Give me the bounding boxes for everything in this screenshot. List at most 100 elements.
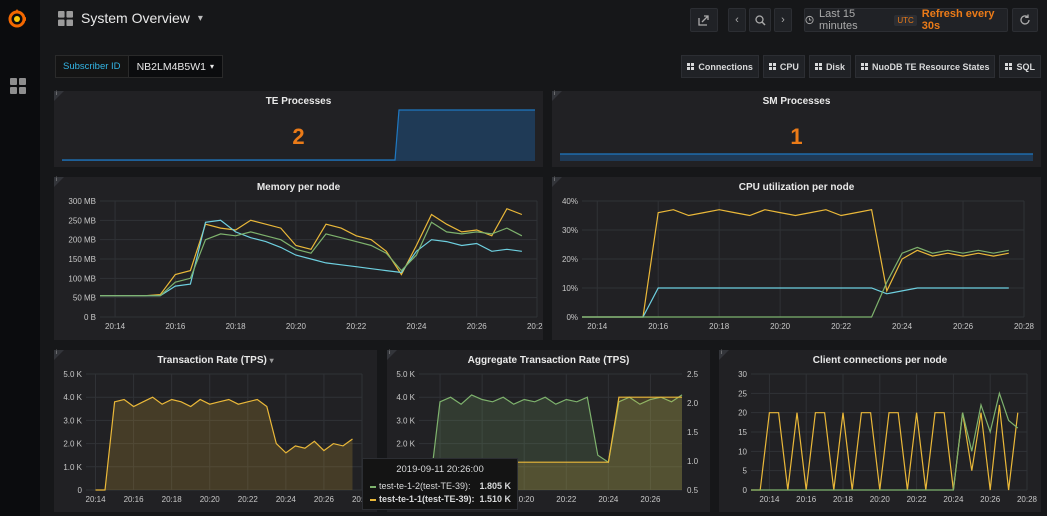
tooltip-row: test-te-1-1(test-TE-39): 1.510 K (370, 494, 511, 504)
clock-icon (805, 15, 814, 25)
series-line[interactable] (582, 287, 1009, 318)
y-tick-label: 15 (738, 428, 747, 437)
chevron-right-icon: › (781, 14, 785, 26)
sidebar (0, 0, 40, 516)
x-tick-label: 20:22 (238, 495, 259, 504)
dashboard-grid-icon[interactable] (10, 78, 26, 94)
time-forward-button[interactable]: › (774, 8, 792, 32)
info-corner-icon[interactable] (719, 350, 729, 360)
series-line[interactable] (100, 221, 523, 297)
x-tick-label: 20:26 (467, 322, 488, 331)
grafana-logo-icon[interactable] (6, 8, 28, 30)
x-tick-label: 20:16 (796, 495, 817, 504)
x-tick-label: 20:26 (980, 495, 1001, 504)
y-tick-label: 25 (738, 389, 747, 398)
zoom-out-icon (754, 14, 766, 26)
panel-title[interactable]: CPU utilization per node (738, 182, 855, 193)
share-button[interactable] (690, 8, 718, 32)
info-corner-icon[interactable] (54, 91, 64, 101)
template-variable: Subscriber ID NB2LM4B5W1 ▾ (55, 55, 224, 78)
x-tick-label: 20:14 (105, 322, 126, 331)
dashboard-grid-icon (1005, 63, 1013, 70)
dashboard-grid-icon (768, 63, 776, 70)
y-tick-label: 150 MB (68, 255, 96, 264)
x-tick-label: 20:26 (953, 322, 974, 331)
y-tick-label: 0 (743, 486, 748, 495)
variable-label: Subscriber ID (55, 55, 129, 78)
chevron-left-icon: ‹ (735, 14, 739, 26)
caret-down-icon: ▾ (269, 356, 274, 365)
link-cpu[interactable]: CPU (762, 55, 805, 78)
link-label: Connections (698, 61, 753, 72)
series-line[interactable] (419, 394, 683, 491)
y-tick-label: 200 MB (68, 236, 96, 245)
panel-title[interactable]: Transaction Rate (TPS) ▾ (54, 355, 377, 366)
panel-title[interactable]: TE Processes (265, 96, 332, 107)
tooltip-series-value: 1.510 K (479, 494, 511, 504)
y-tick-label: 5 (743, 467, 748, 476)
y2-tick-label: 0.5 (687, 486, 699, 495)
link-te-resource-states[interactable]: NuoDB TE Resource States (854, 55, 996, 78)
variable-value: NB2LM4B5W1 (136, 60, 207, 73)
panel-title[interactable]: Memory per node (256, 182, 341, 193)
graph-tooltip: 2019-09-11 20:26:00 test-te-1-2(test-TE-… (362, 458, 518, 510)
panel-title[interactable]: Aggregate Transaction Rate (TPS) (467, 355, 630, 366)
x-tick-label: 20:18 (226, 322, 247, 331)
panel-memory: Memory per node 0 B 50 MB 100 MB 150 MB 200 … (54, 177, 543, 340)
dashboard-grid-icon (58, 10, 73, 26)
y-tick-label: 0% (566, 313, 578, 322)
dashboard-title-picker[interactable]: System Overview ▾ (58, 10, 203, 26)
panel-title[interactable]: SM Processes (762, 96, 831, 107)
series-area-fill (95, 397, 353, 490)
y2-tick-label: 1.0 (687, 457, 699, 466)
series-line[interactable] (582, 208, 1009, 318)
time-picker[interactable]: Last 15 minutes UTC Refresh every 30s (804, 8, 1008, 32)
x-tick-label: 20:18 (162, 495, 183, 504)
y-tick-label: 250 MB (68, 216, 96, 225)
info-corner-icon[interactable] (552, 177, 562, 187)
series-line[interactable] (100, 207, 523, 297)
y2-tick-label: 1.5 (687, 428, 699, 437)
info-corner-icon[interactable] (54, 350, 64, 360)
link-connections[interactable]: Connections (681, 55, 759, 78)
info-corner-icon[interactable] (387, 350, 397, 360)
x-tick-label: 20:18 (833, 495, 854, 504)
series-line[interactable] (582, 246, 1009, 318)
x-tick-label: 20:24 (943, 495, 964, 504)
series-line[interactable] (751, 391, 1019, 491)
x-tick-label: 20:14 (587, 322, 608, 331)
y-tick-label: 10 (738, 447, 747, 456)
series-line[interactable] (751, 404, 1019, 491)
subscriber-id-select[interactable]: NB2LM4B5W1 ▾ (128, 55, 224, 78)
zoom-out-button[interactable] (749, 8, 771, 32)
x-tick-label: 20:22 (907, 495, 928, 504)
x-tick-label: 20:28 (1017, 495, 1038, 504)
refresh-button[interactable] (1012, 8, 1038, 32)
link-disk[interactable]: Disk (808, 55, 851, 78)
info-corner-icon[interactable] (54, 177, 64, 187)
y-tick-label: 20 (738, 409, 747, 418)
x-tick-label: 20:20 (200, 495, 221, 504)
x-tick-label: 20:22 (831, 322, 852, 331)
panel-title[interactable]: Client connections per node (812, 355, 948, 366)
series-line[interactable] (100, 219, 522, 297)
series-line[interactable] (95, 396, 353, 491)
x-tick-label: 20:20 (286, 322, 307, 331)
info-corner-icon[interactable] (552, 91, 562, 101)
y-tick-label: 5.0 K (63, 370, 82, 379)
series-swatch (370, 498, 376, 501)
link-sql[interactable]: SQL (999, 55, 1041, 78)
y-tick-label: 0 B (84, 313, 96, 322)
time-back-button[interactable]: ‹ (728, 8, 746, 32)
y-tick-label: 20% (562, 255, 578, 264)
x-tick-label: 20:24 (276, 495, 297, 504)
x-tick-label: 20:14 (759, 495, 780, 504)
dashboard-grid-icon (687, 63, 695, 70)
tps-chart: 0 1.0 K 2.0 K 3.0 K 4.0 K 5.0 K 20:14 20:16 20:1… (63, 370, 372, 504)
te-processes-value: 2 (292, 124, 305, 149)
memory-chart: 0 B 50 MB 100 MB 150 MB 200 MB 250 MB 300 MB 20… (68, 197, 543, 331)
caret-down-icon: ▾ (197, 12, 203, 24)
dashboard-grid-icon (860, 63, 868, 70)
tooltip-series-value: 1.805 K (479, 481, 511, 491)
y-tick-label: 5.0 K (396, 370, 415, 379)
